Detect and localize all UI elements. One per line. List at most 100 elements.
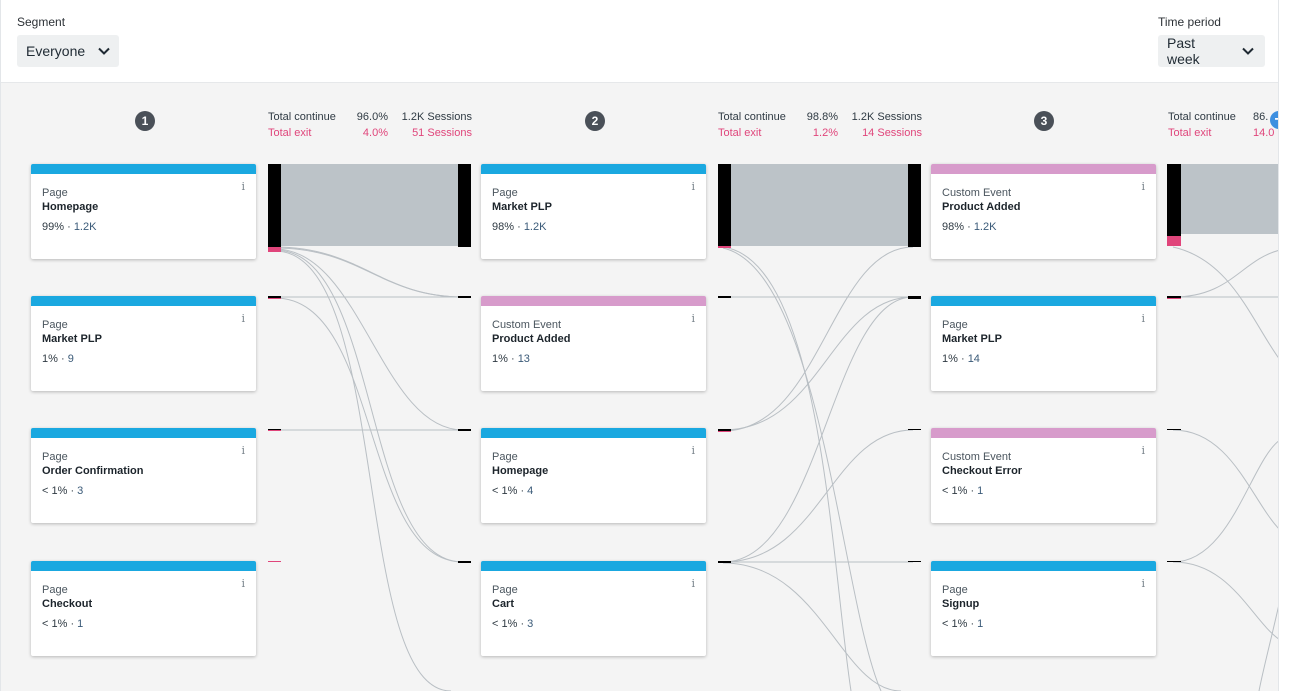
card-count: 9 — [67, 353, 74, 365]
journey-card[interactable]: i Custom Event Product Added 1% · 13 — [481, 296, 706, 391]
continue-pct: 86. — [1253, 111, 1269, 123]
exit-label: Total exit — [718, 127, 762, 139]
time-period-select[interactable]: Past week — [1158, 35, 1265, 67]
metric-separator: · — [517, 485, 528, 497]
card-percent: 99% — [42, 221, 65, 233]
card-percent: 98% — [492, 221, 515, 233]
card-type: Custom Event — [492, 319, 562, 331]
node-exit-bar — [268, 247, 281, 252]
info-icon[interactable]: i — [691, 312, 695, 325]
chevron-down-icon — [1241, 44, 1255, 58]
node-bar — [718, 561, 731, 563]
segment-select[interactable]: Everyone — [17, 35, 119, 67]
card-metric: 1% · 13 — [492, 353, 530, 365]
time-period-value: Past week — [1167, 35, 1200, 67]
info-icon[interactable]: i — [1141, 180, 1145, 193]
node-bar — [268, 164, 281, 247]
card-count: 1.2K — [73, 221, 97, 233]
plus-circle-icon[interactable]: + — [1270, 111, 1278, 129]
segment-value: Everyone — [26, 43, 86, 59]
metric-separator: · — [967, 618, 978, 630]
metric-separator: · — [507, 353, 518, 365]
card-metric: < 1% · 3 — [492, 618, 533, 630]
info-icon[interactable]: i — [691, 444, 695, 457]
card-percent: 1% — [42, 353, 58, 365]
flow-product-added-to-next — [1170, 164, 1278, 234]
continue-pct: 96.0% — [356, 111, 388, 123]
card-type: Page — [42, 451, 68, 463]
card-percent: < 1% — [42, 618, 68, 630]
card-count: 1.2K — [523, 221, 547, 233]
thin-flows — [274, 246, 1278, 691]
journey-card[interactable]: i Page Signup < 1% · 1 — [931, 561, 1156, 656]
journey-card[interactable]: i Page Cart < 1% · 3 — [481, 561, 706, 656]
info-icon[interactable]: i — [241, 444, 245, 457]
metric-separator: · — [514, 221, 524, 233]
exit-pct: 14.0 — [1253, 127, 1275, 139]
metric-separator: · — [67, 485, 78, 497]
info-icon[interactable]: i — [691, 180, 695, 193]
card-metric: < 1% · 1 — [42, 618, 83, 630]
card-percent: < 1% — [492, 618, 518, 630]
step-3-stats: Total continue 86. Total exit 14.0 — [1168, 109, 1278, 141]
journey-card[interactable]: i Page Market PLP 1% · 14 — [931, 296, 1156, 391]
journey-card[interactable]: i Page Order Confirmation < 1% · 3 — [31, 428, 256, 523]
info-icon[interactable]: i — [1141, 444, 1145, 457]
card-name: Cart — [492, 598, 515, 610]
exit-sessions: 51 Sessions — [412, 127, 472, 139]
card-count: 13 — [517, 353, 530, 365]
card-color-bar — [931, 428, 1156, 438]
info-icon[interactable]: i — [1141, 312, 1145, 325]
journey-card[interactable]: i Page Market PLP 1% · 9 — [31, 296, 256, 391]
card-count: 1.2K — [973, 221, 997, 233]
card-percent: < 1% — [492, 485, 518, 497]
info-icon[interactable]: i — [241, 180, 245, 193]
continue-label: Total continue — [268, 111, 336, 123]
journey-card[interactable]: i Custom Event Checkout Error < 1% · 1 — [931, 428, 1156, 523]
card-type: Page — [942, 584, 968, 596]
card-count: 1 — [77, 618, 84, 630]
card-percent: < 1% — [942, 618, 968, 630]
card-color-bar — [481, 428, 706, 438]
info-icon[interactable]: i — [241, 577, 245, 590]
info-icon[interactable]: i — [691, 577, 695, 590]
card-type: Page — [42, 187, 68, 199]
card-color-bar — [481, 164, 706, 174]
flow-homepage-to-market-plp — [271, 164, 467, 246]
card-metric: < 1% · 4 — [492, 485, 533, 497]
card-name: Product Added — [492, 333, 571, 345]
node-bar — [268, 429, 281, 430]
step-2-stats: Total continue 98.8% 1.2K Sessions Total… — [718, 109, 922, 141]
journey-card[interactable]: i Page Homepage 99% · 1.2K — [31, 164, 256, 259]
journey-card[interactable]: i Custom Event Product Added 98% · 1.2K — [931, 164, 1156, 259]
info-icon[interactable]: i — [1141, 577, 1145, 590]
card-metric: 98% · 1.2K — [492, 221, 546, 233]
card-type: Page — [492, 584, 518, 596]
journey-card[interactable]: i Page Checkout < 1% · 1 — [31, 561, 256, 656]
journey-canvas: 1 2 3 Total continue 96.0% 1.2K Sessions… — [1, 83, 1278, 691]
card-percent: 1% — [942, 353, 958, 365]
continue-sessions: 1.2K Sessions — [401, 111, 472, 123]
card-name: Order Confirmation — [42, 465, 144, 477]
journey-card[interactable]: i Page Market PLP 98% · 1.2K — [481, 164, 706, 259]
continue-label: Total continue — [1168, 111, 1236, 123]
node-bar — [1167, 164, 1181, 236]
card-color-bar — [31, 164, 256, 174]
node-exit-bar — [268, 561, 281, 562]
card-metric: < 1% · 1 — [942, 618, 983, 630]
node-bar — [1167, 296, 1181, 298]
metric-separator: · — [64, 221, 74, 233]
card-name: Market PLP — [492, 201, 552, 213]
card-name: Checkout — [42, 598, 93, 610]
node-exit-bar — [1167, 236, 1181, 246]
journey-card[interactable]: i Page Homepage < 1% · 4 — [481, 428, 706, 523]
node-bar — [718, 429, 731, 431]
card-count: 3 — [77, 485, 84, 497]
card-name: Homepage — [42, 201, 99, 213]
node-exit-bar — [718, 246, 731, 248]
card-type: Custom Event — [942, 451, 1012, 463]
info-icon[interactable]: i — [241, 312, 245, 325]
step-badge-1: 1 — [135, 111, 155, 131]
card-percent: < 1% — [942, 485, 968, 497]
